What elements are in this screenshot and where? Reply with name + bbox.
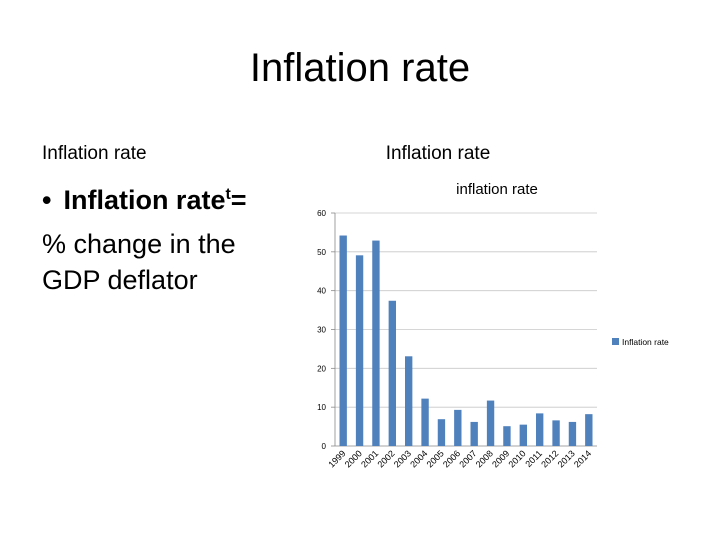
x-tick-label: 2000 bbox=[343, 448, 364, 469]
x-tick-label: 2014 bbox=[572, 448, 593, 469]
bar-2003 bbox=[405, 356, 413, 446]
x-tick-label: 2012 bbox=[539, 448, 560, 469]
bullet-dot-icon: • bbox=[42, 185, 52, 215]
x-tick-label: 2005 bbox=[425, 448, 446, 469]
bar-1999 bbox=[339, 235, 347, 446]
left-column-header: Inflation rate bbox=[42, 143, 147, 164]
x-tick-label: 2010 bbox=[506, 448, 527, 469]
bar-2013 bbox=[568, 421, 577, 446]
y-tick-label: 10 bbox=[317, 403, 326, 412]
x-tick-label: 2011 bbox=[523, 448, 544, 469]
definition-text: % change in the GDP deflator bbox=[42, 229, 236, 295]
bullet-superscript: t bbox=[225, 186, 231, 203]
y-tick-label: 50 bbox=[317, 248, 326, 257]
bar-2010 bbox=[519, 424, 527, 446]
right-column-header: Inflation rate bbox=[385, 143, 491, 164]
x-tick-label: 2001 bbox=[359, 448, 380, 469]
x-tick-label: 2002 bbox=[375, 448, 396, 469]
slide-title: Inflation rate bbox=[249, 46, 471, 90]
y-tick-label: 60 bbox=[317, 209, 326, 218]
bar-2002 bbox=[388, 300, 396, 446]
bar-2008 bbox=[486, 400, 495, 446]
bar-2000 bbox=[355, 255, 364, 446]
x-tick-label: 2006 bbox=[441, 448, 462, 469]
bar-2009 bbox=[503, 426, 511, 446]
bullet-text: Inflation rate bbox=[63, 185, 226, 215]
bar-2005 bbox=[437, 419, 446, 446]
y-tick-label: 0 bbox=[322, 442, 327, 451]
x-tick-label: 2008 bbox=[474, 448, 495, 469]
x-tick-label: 2009 bbox=[490, 448, 511, 469]
y-tick-label: 20 bbox=[317, 364, 326, 373]
chart-title: inflation rate bbox=[456, 181, 538, 198]
x-tick-label: 2003 bbox=[392, 448, 413, 469]
bar-2011 bbox=[536, 413, 544, 446]
y-tick-label: 40 bbox=[317, 287, 326, 296]
bar-2012 bbox=[552, 420, 560, 446]
x-tick-label: 1999 bbox=[326, 448, 347, 469]
bar-2001 bbox=[372, 240, 380, 446]
x-tick-label: 2013 bbox=[556, 448, 577, 469]
x-tick-label: 2007 bbox=[457, 448, 478, 469]
x-tick-label: 2004 bbox=[408, 448, 429, 469]
legend-label: Inflation rate bbox=[622, 337, 669, 347]
bar-2014 bbox=[585, 414, 593, 446]
bullet-suffix: = bbox=[230, 185, 247, 215]
y-tick-label: 30 bbox=[317, 326, 326, 335]
legend-swatch bbox=[612, 338, 619, 345]
bullet-definition: • Inflation ratet= bbox=[42, 178, 247, 217]
bar-2007 bbox=[470, 421, 478, 446]
bar-2006 bbox=[454, 409, 462, 446]
bar-2004 bbox=[421, 398, 429, 446]
